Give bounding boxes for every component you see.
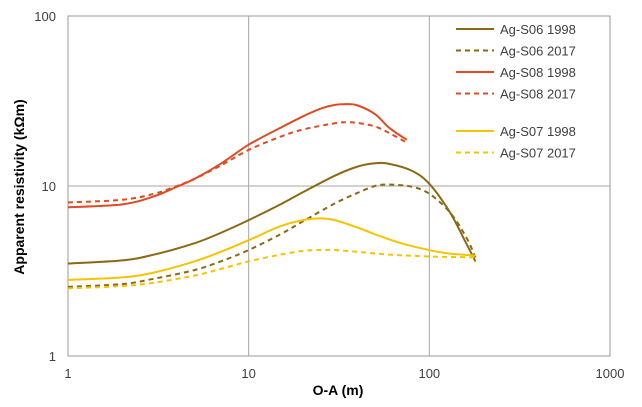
x-tick-label: 1: [64, 366, 71, 381]
x-axis-title: O-A (m): [313, 382, 364, 398]
legend-item: Ag-S06 1998: [456, 22, 576, 37]
series-line-ag-s06-2017: [67, 183, 477, 288]
series-line-ag-s07-1998: [67, 217, 476, 281]
series-line-ag-s07-2017: [67, 248, 476, 290]
legend-item: Ag-S07 1998: [456, 124, 576, 139]
axes: 1 10 100 1000 1 10 100: [34, 9, 624, 381]
legend-item: Ag-S08 1998: [456, 65, 576, 80]
legend-label: Ag-S08 2017: [500, 87, 576, 102]
grid-lines: [67, 15, 611, 357]
legend-item: Ag-S07 2017: [456, 146, 576, 161]
series-line-ag-s08-2017: [67, 121, 408, 204]
y-tick-label: 100: [34, 9, 56, 24]
y-tick-label: 1: [49, 349, 56, 364]
y-tick-label: 10: [42, 179, 56, 194]
series-line-ag-s08-1998: [67, 103, 408, 209]
legend-label: Ag-S06 2017: [500, 44, 576, 59]
x-tick-label: 100: [418, 366, 440, 381]
legend-label: Ag-S07 1998: [500, 124, 576, 139]
legend-label: Ag-S08 1998: [500, 65, 576, 80]
legend: Ag-S06 1998 Ag-S06 2017 Ag-S08 1998 Ag-S08 …: [456, 22, 576, 161]
legend-label: Ag-S06 1998: [500, 22, 576, 37]
x-tick-label: 1000: [596, 366, 625, 381]
legend-label: Ag-S07 2017: [500, 146, 576, 161]
series-lines: [67, 103, 477, 290]
series-line-ag-s06-1998: [67, 161, 477, 265]
x-tick-label: 10: [241, 366, 255, 381]
legend-item: Ag-S08 2017: [456, 87, 576, 102]
y-axis-title: Apparent resistivity (kΩm): [11, 99, 27, 274]
legend-item: Ag-S06 2017: [456, 44, 576, 59]
